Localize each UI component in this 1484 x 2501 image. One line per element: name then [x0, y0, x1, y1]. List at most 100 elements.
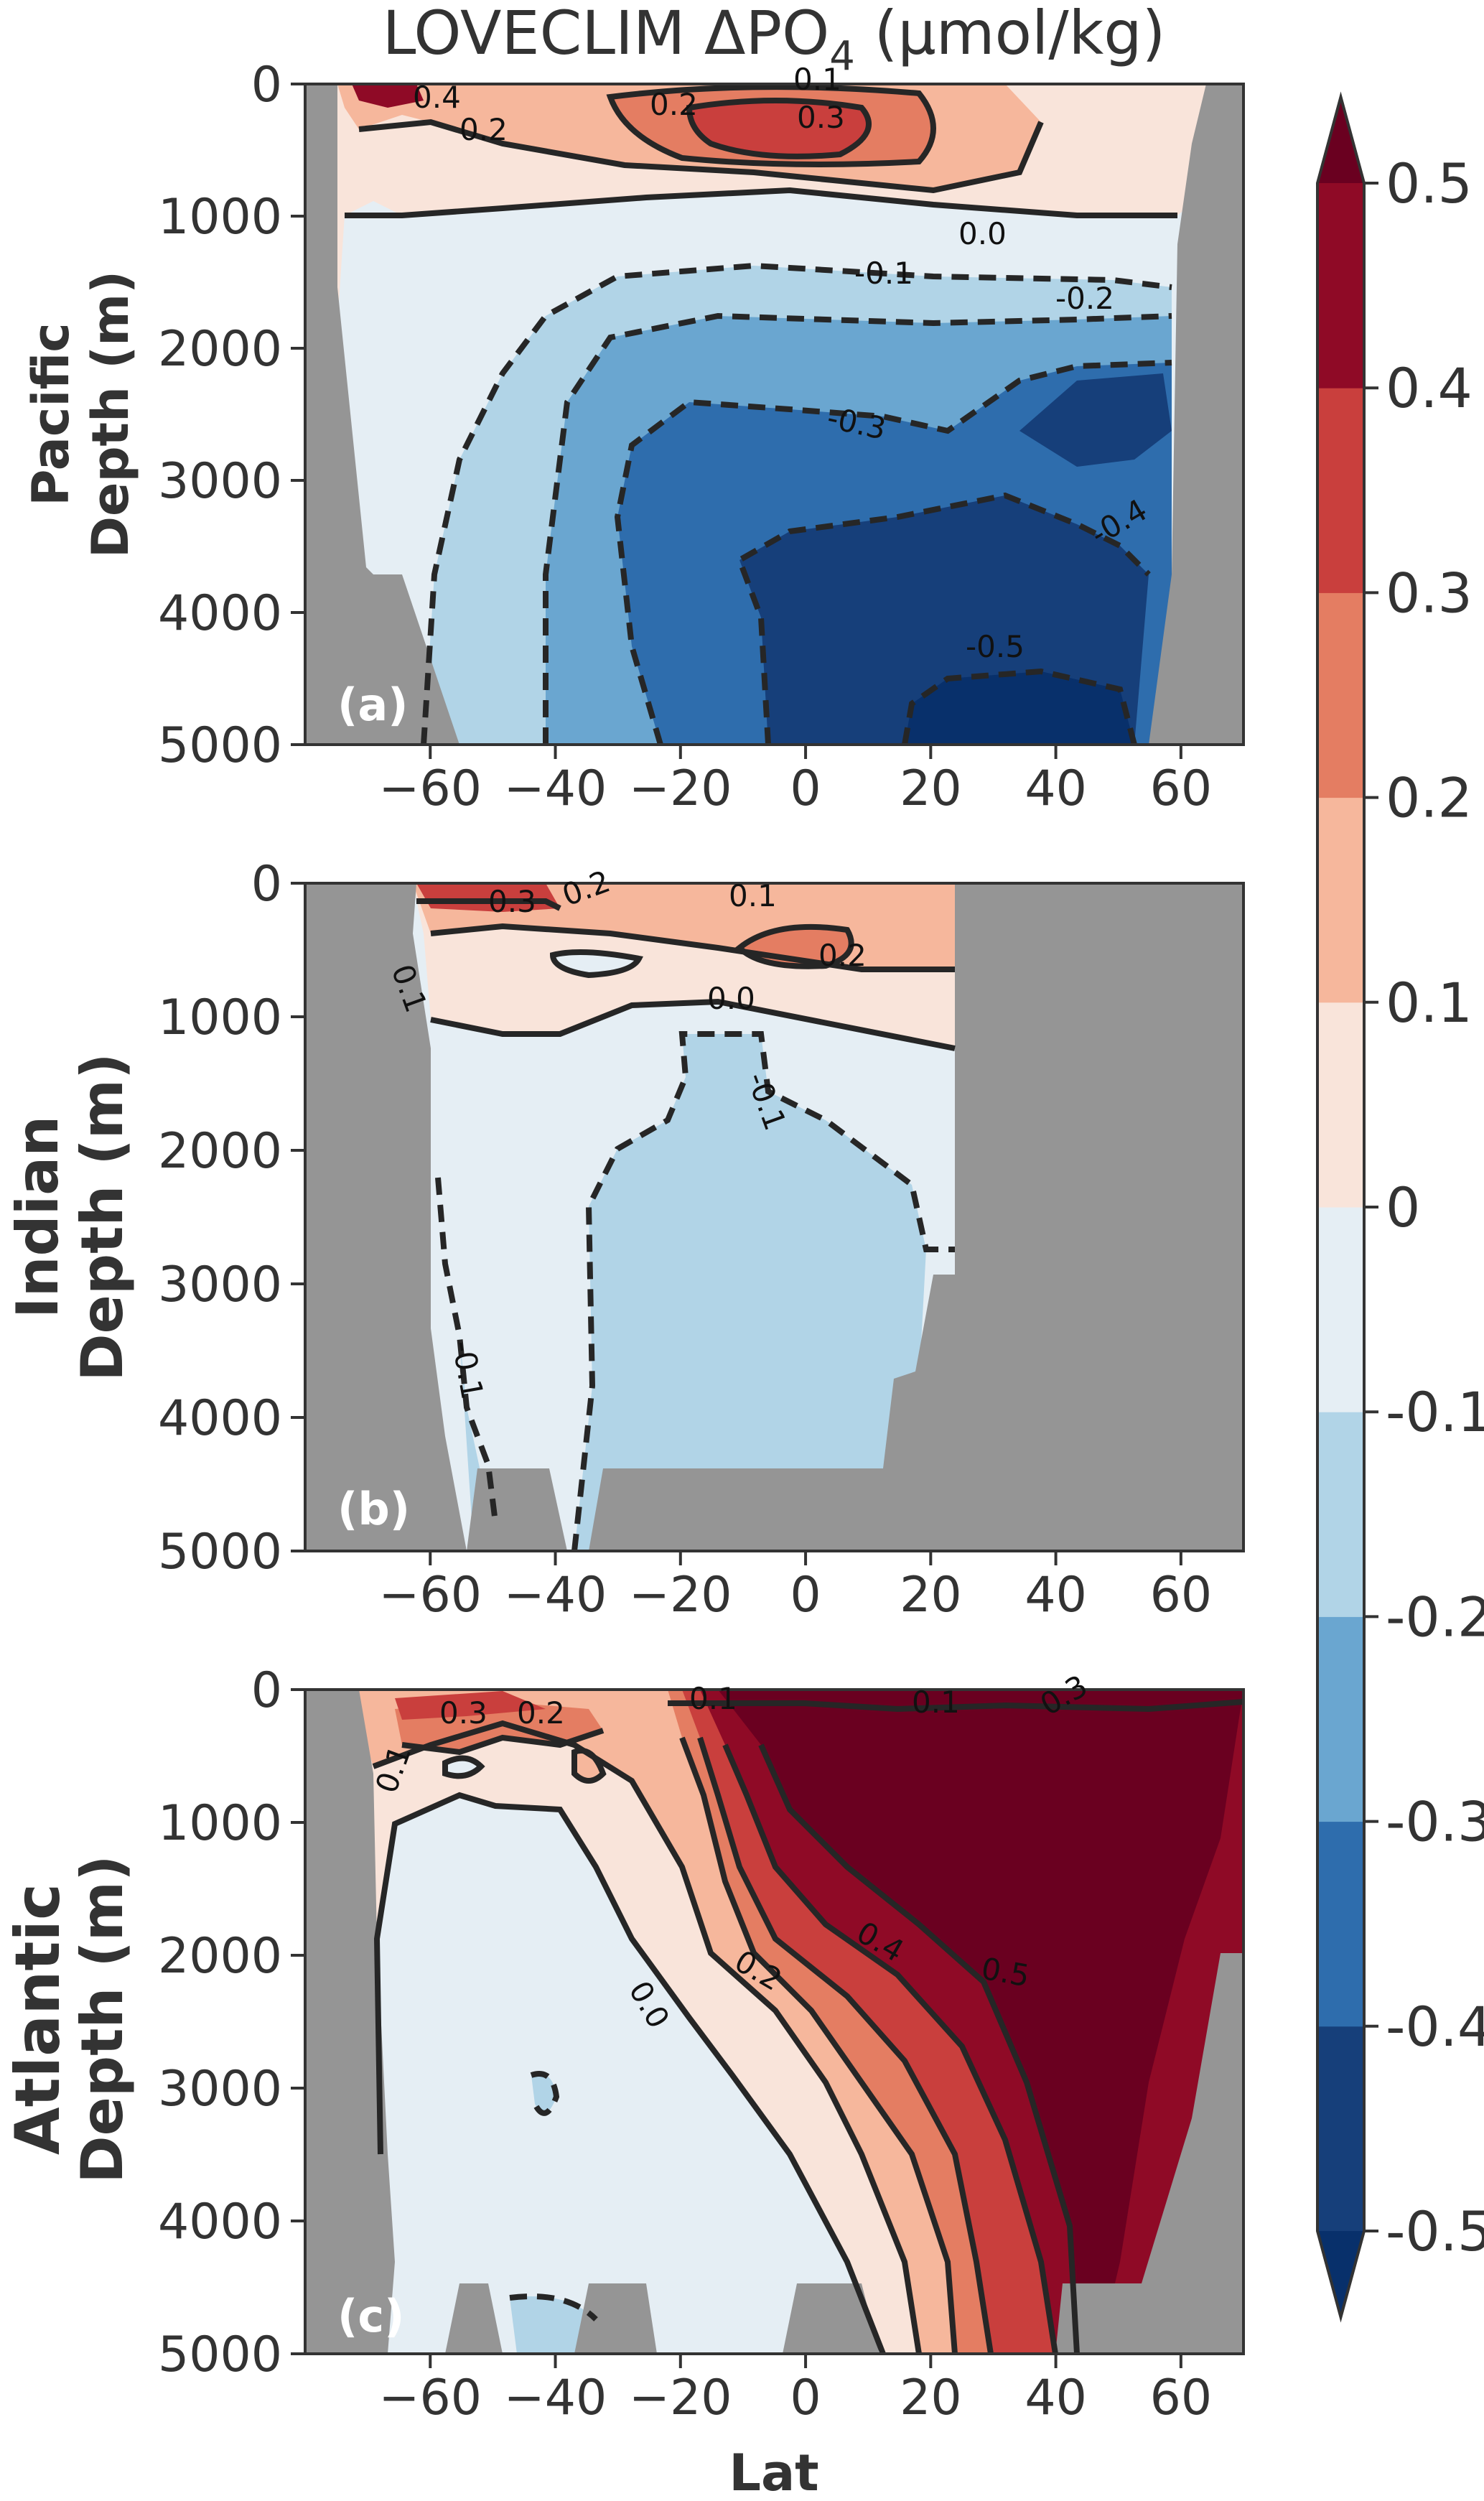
atlantic-land-ridge1 [445, 2283, 503, 2354]
indian-ytick-label: 1000 [158, 989, 282, 1046]
colorbar-segment [1317, 388, 1364, 593]
pacific-fill-0-0.1 [316, 84, 1221, 745]
atlantic-land-south [305, 1690, 395, 2354]
atlantic-contour-0.3 [697, 1736, 994, 2354]
panel-indian: 0.3 0.2 0.1 0.2 0.1 0.0 -0.1 -0.1 (b) In… [4, 856, 1245, 1624]
indian-clabel-6: 0.0 [707, 981, 755, 1016]
panel-label-c: (c) [337, 2290, 404, 2342]
atlantic-contour-0.1-surface [668, 1699, 1243, 1713]
pacific-xtick-label: 40 [1025, 760, 1087, 817]
panel-atlantic: 0.3 0.2 0.1 0.1 0.1 0.3 0.0 0.2 0.4 0.5 … [2, 1662, 1245, 2501]
atlantic-contour-0.2 [679, 1736, 958, 2354]
indian-land-south [305, 883, 467, 1551]
indian-ylabel-line1: Indian [4, 1116, 71, 1318]
pacific-contour-0.3 [686, 98, 872, 159]
pacific-fill-neg0.4-neg0.5 [739, 373, 1172, 745]
atlantic-contour-south-surface [401, 1728, 605, 1756]
pacific-contour-0.2 [606, 84, 936, 167]
pacific-clabel-11: -0.5 [966, 629, 1025, 664]
atlantic-ytick-label: 3000 [158, 2061, 282, 2118]
panel-label-a: (a) [337, 679, 409, 731]
colorbar-extend-low [1317, 2231, 1364, 2317]
atlantic-clabel-2: 0.2 [517, 1695, 565, 1731]
colorbar-segment [1317, 592, 1364, 798]
pacific-ylabel-line1: Pacific [22, 322, 80, 506]
atlantic-fill-pocket4 [510, 2296, 596, 2354]
pacific-ytick-label: 4000 [158, 585, 282, 642]
atlantic-land-ridge3 [783, 2283, 879, 2354]
pacific-xtick-label: −60 [379, 760, 482, 817]
pacific-ylabel-line2: Depth (m) [81, 271, 140, 558]
indian-ytick-label: 2000 [158, 1123, 282, 1180]
pacific-ytick-label: 2000 [158, 321, 282, 378]
indian-xtick-label: −40 [504, 1567, 607, 1624]
pacific-fill [305, 84, 1243, 745]
colorbar-segment [1317, 2026, 1364, 2232]
indian-contour-0.3 [416, 898, 561, 911]
indian-xtick-label: 0 [790, 1567, 821, 1624]
indian-xtick-label: 40 [1025, 1567, 1087, 1624]
atlantic-clabel-5: 0.1 [912, 1685, 960, 1720]
pacific-clabel-8: -0.2 [1055, 281, 1114, 316]
indian-xtick-label: −60 [379, 1567, 482, 1624]
colorbar-tick-label: -0.2 [1386, 1585, 1484, 1649]
colorbar-tick-label: 0.5 [1386, 152, 1473, 215]
indian-xtick-label: 60 [1150, 1567, 1213, 1624]
pacific-ytick-label: 5000 [158, 717, 282, 774]
indian-ytick-label: 0 [251, 856, 282, 913]
pacific-clabel-5: 0.3 [797, 100, 845, 135]
pacific-xtick-label: 20 [900, 760, 962, 817]
atlantic-ytick-label: 0 [251, 1662, 282, 1719]
indian-contour-0.2 [735, 923, 854, 969]
colorbar-tick-label: -0.4 [1386, 1995, 1484, 2059]
pacific-ytick-label: 1000 [158, 189, 282, 246]
colorbar-segment [1317, 1821, 1364, 2027]
pacific-xtick-label: −20 [629, 760, 732, 817]
atlantic-contour-pocket4 [509, 2293, 598, 2321]
colorbar-tick-label: 0.1 [1386, 971, 1473, 1035]
atlantic-xtick-label: 0 [790, 2370, 821, 2426]
atlantic-ytick-label: 1000 [158, 1795, 282, 1852]
indian-fill-0.3-0.4 [416, 883, 560, 912]
pacific-fill-0.4 [352, 84, 424, 108]
colorbar-segment [1317, 1002, 1364, 1208]
pacific-ytick-label: 0 [251, 57, 282, 113]
atlantic-clabel-10: 0.5 [979, 1951, 1032, 1994]
atlantic-fill-pocket3 [531, 2074, 556, 2113]
pacific-ytick-label: 3000 [158, 453, 282, 510]
x-axis-label: Lat [729, 2444, 818, 2501]
atlantic-fill [305, 1690, 1243, 2354]
indian-land-north [589, 883, 1243, 1551]
atlantic-land-ridge2 [574, 2283, 657, 2354]
pacific-xtick-label: 60 [1150, 760, 1213, 817]
colorbar-tick-label: -0.1 [1386, 1380, 1484, 1444]
atlantic-contour-0.5 [758, 1743, 1080, 2354]
pacific-contour-neg0.3 [614, 360, 1172, 745]
atlantic-clabel-4: 0.1 [689, 1681, 737, 1716]
indian-clabel-1: 0.3 [488, 884, 536, 919]
pacific-contour-0.0 [345, 187, 1177, 218]
atlantic-xtick-label: −20 [629, 2370, 732, 2426]
pacific-contour-neg0.1 [421, 262, 1172, 745]
pacific-clabel-1: 0.4 [413, 80, 461, 115]
colorbar-tick-label: 0.3 [1386, 561, 1473, 625]
atlantic-ylabel-line2: Depth (m) [69, 1855, 136, 2183]
colorbar-tick-label: -0.3 [1386, 1790, 1484, 1854]
indian-ticks: −60 −40 −20 0 20 40 60 0 1000 2000 3000 4000 5000 [158, 856, 1212, 1624]
pacific-ticks: −60 −40 −20 0 20 40 60 0 1000 2000 3000 4000 5000 [158, 57, 1212, 817]
atlantic-ylabel-line1: Atlantic [2, 1883, 74, 2155]
panel-pacific: 0.4 0.2 0.2 0.1 0.3 0.0 -0.1 -0.2 -0.3 -… [22, 57, 1245, 817]
pacific-clabel-4: 0.1 [793, 62, 841, 97]
pacific-clabel-3: 0.2 [650, 87, 698, 122]
indian-ytick-label: 5000 [158, 1524, 282, 1580]
atlantic-xtick-label: 20 [900, 2370, 962, 2426]
atlantic-ytick-label: 2000 [158, 1928, 282, 1985]
atlantic-fill-above0.5 [718, 1690, 1243, 2354]
indian-fill-neg0.1-south [459, 1336, 503, 1551]
colorbar-tick-label: -0.5 [1386, 2199, 1484, 2263]
indian-land-ridge1 [467, 1468, 567, 1551]
atlantic-land-north [1055, 1953, 1243, 2354]
chart-title: LOVECLIM ΔPO4 (μmol/kg) [383, 0, 1166, 80]
atlantic-xtick-label: −40 [504, 2370, 607, 2426]
pacific-axes-frame [304, 83, 1245, 746]
